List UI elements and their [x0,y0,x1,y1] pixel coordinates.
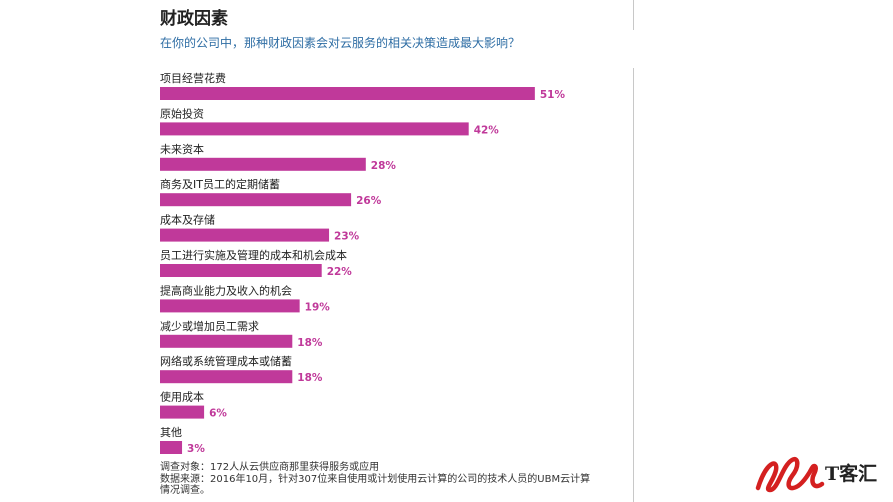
brand-logo-icon [755,456,825,493]
value-label: 28% [371,160,397,172]
value-label: 23% [334,231,360,243]
category-label: 成本及存储 [160,213,215,227]
category-label: 网络或系统管理成本或储蓄 [160,354,292,368]
brand-logo-text: T客汇 [825,463,878,485]
value-label: 42% [474,124,500,136]
value-label: 51% [540,89,566,101]
bar [160,405,205,419]
category-label: 减少或增加员工需求 [160,319,259,333]
bar [160,441,183,454]
right-divider-line [633,68,634,502]
category-label: 其他 [160,426,182,439]
bar [160,299,300,313]
category-label: 未来资本 [160,142,204,156]
page-subtitle: 在你的公司中，那种财政因素会对云服务的相关决策造成最大影响？ [160,36,521,50]
page-title: 财政因素 [160,9,228,29]
value-label: 18% [297,337,323,349]
category-label: 原始投资 [160,106,204,120]
value-label: 22% [327,266,353,278]
bar [160,228,330,242]
footnote-source: 数据来源：2016年10月，针对307位来自使用或计划使用云计算的公司的技术人员… [160,473,591,485]
logo-swoosh [755,456,825,493]
bar [160,122,469,136]
bar-chart: 项目经营花费 51% 原始投资 42% 未来资本 28% 商务及IT员工的定期储蓄 26% 成本… [160,71,566,455]
category-label: 使用成本 [160,390,204,404]
category-label: 员工进行实施及管理的成本和机会成本 [160,248,347,262]
bar [160,87,535,100]
category-label: 项目经营花费 [160,71,226,85]
footnote: 调查对象：172人从云供应商那里获得服务或应用 数据来源：2016年10月，针对… [160,462,630,497]
bar [160,193,352,207]
value-label: 3% [187,443,205,455]
footnote-respondents: 调查对象：172人从云供应商那里获得服务或应用 [160,462,380,473]
top-divider-line [633,0,634,30]
category-label: 提高商业能力及收入的机会 [160,283,292,297]
bar [160,264,322,277]
value-label: 6% [209,408,227,420]
value-label: 19% [305,301,331,313]
value-label: 26% [356,195,382,207]
bar [160,370,293,384]
footnote-source-cont: 情况调查。 [160,485,210,496]
bar [160,157,366,171]
bar [160,334,293,348]
category-label: 商务及IT员工的定期储蓄 [160,177,280,191]
value-label: 18% [297,372,323,384]
